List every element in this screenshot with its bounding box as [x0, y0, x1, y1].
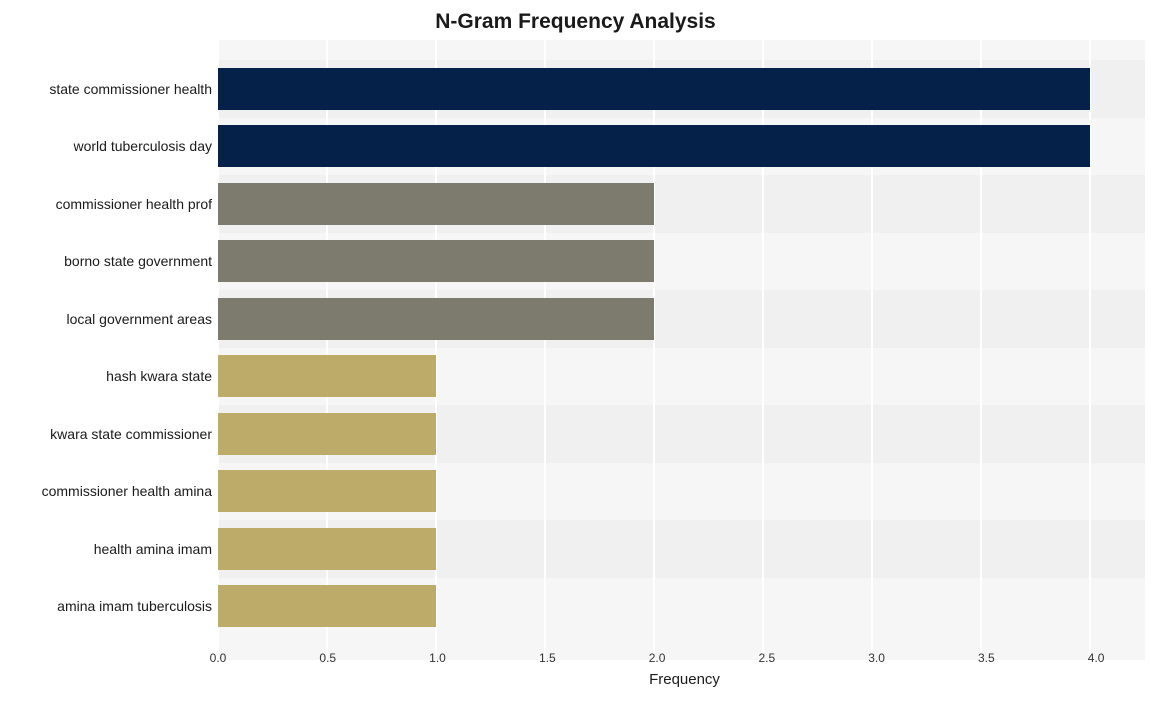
- x-axis-label: Frequency: [218, 671, 1151, 688]
- plot-region: state commissioner health world tuberculo…: [0, 40, 1151, 660]
- bar: [218, 298, 654, 340]
- chart-title: N-Gram Frequency Analysis: [0, 10, 1151, 34]
- bar: [218, 125, 1090, 167]
- y-tick-label: commissioner health amina: [42, 483, 212, 499]
- x-tick-label: 0.5: [319, 651, 336, 665]
- x-tick-label: 1.0: [429, 651, 446, 665]
- y-tick-label: hash kwara state: [106, 368, 212, 384]
- bar: [218, 68, 1090, 110]
- x-tick-label: 2.5: [758, 651, 775, 665]
- y-tick-label: amina imam tuberculosis: [57, 598, 212, 614]
- x-tick-label: 0.0: [210, 651, 227, 665]
- x-axis: 0.00.51.01.52.02.53.03.54.0: [218, 651, 1151, 671]
- x-tick-label: 3.0: [868, 651, 885, 665]
- y-tick-label: state commissioner health: [49, 81, 212, 97]
- y-tick-label: health amina imam: [94, 541, 212, 557]
- chart-container: N-Gram Frequency Analysis state commissi…: [0, 0, 1157, 701]
- bar: [218, 470, 436, 512]
- plot-area: [218, 40, 1145, 660]
- y-tick-label: commissioner health prof: [56, 196, 212, 212]
- bar: [218, 585, 436, 627]
- bar: [218, 528, 436, 570]
- y-tick-label: world tuberculosis day: [73, 138, 212, 154]
- y-tick-label: borno state government: [64, 253, 212, 269]
- x-tick-label: 1.5: [539, 651, 556, 665]
- x-tick-label: 2.0: [649, 651, 666, 665]
- y-axis: state commissioner health world tuberculo…: [0, 40, 218, 660]
- bar: [218, 413, 436, 455]
- x-tick-label: 3.5: [978, 651, 995, 665]
- bar: [218, 240, 654, 282]
- bar: [218, 355, 436, 397]
- y-tick-label: kwara state commissioner: [50, 426, 212, 442]
- x-tick-label: 4.0: [1088, 651, 1105, 665]
- bar: [218, 183, 654, 225]
- y-tick-label: local government areas: [66, 311, 212, 327]
